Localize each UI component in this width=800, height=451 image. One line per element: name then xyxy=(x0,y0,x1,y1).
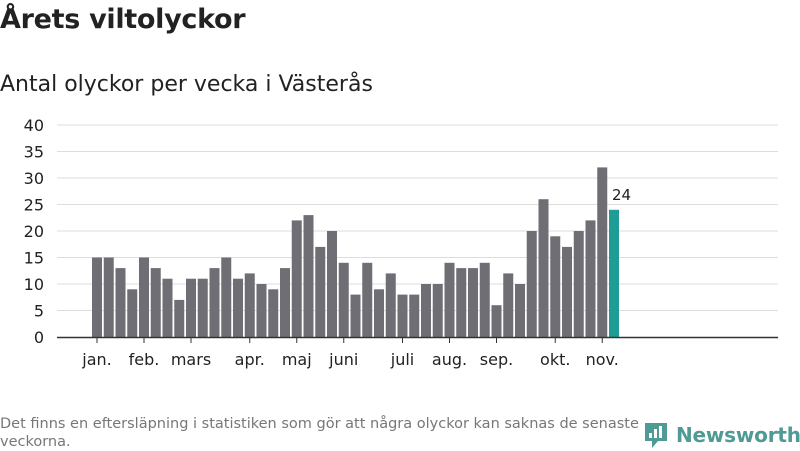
y-tick-label: 15 xyxy=(24,249,44,268)
bar xyxy=(350,294,361,337)
x-tick-label: nov. xyxy=(586,350,619,369)
x-tick-label: jan. xyxy=(81,350,111,369)
bar-value-label: 24 xyxy=(612,186,631,204)
x-tick-label: juli xyxy=(390,350,414,369)
bar xyxy=(327,231,337,337)
bar xyxy=(562,246,572,337)
y-tick-label: 5 xyxy=(34,302,44,321)
y-tick-label: 20 xyxy=(24,222,44,241)
footnote: Det finns en eftersläpning i statistiken… xyxy=(0,416,639,450)
bar xyxy=(515,284,525,337)
x-tick-label: feb. xyxy=(129,350,160,369)
y-tick-label: 25 xyxy=(24,196,44,215)
bar xyxy=(573,231,584,337)
bar xyxy=(303,215,314,337)
bar xyxy=(150,268,161,337)
x-tick-label: mars xyxy=(171,350,211,369)
bar xyxy=(162,278,173,337)
bar xyxy=(550,236,561,337)
bar xyxy=(597,167,608,337)
bar-chart: 0 5 10 15 20 25 30 35 40 24 jan. feb. mars apr. maj jun… xyxy=(24,116,778,369)
brand-name: Newsworthy xyxy=(676,423,800,447)
newsworthy-logo-icon xyxy=(645,423,667,448)
bar xyxy=(432,284,443,337)
bar xyxy=(585,220,596,337)
bar xyxy=(127,289,138,337)
x-tick-label: sep. xyxy=(480,350,513,369)
bar xyxy=(174,299,185,337)
bar xyxy=(397,294,408,337)
x-tick-label: apr. xyxy=(235,350,265,369)
bar xyxy=(315,246,326,337)
bar xyxy=(139,257,149,337)
bar xyxy=(338,262,349,337)
bar xyxy=(468,268,478,337)
bar xyxy=(92,257,102,337)
bar xyxy=(456,268,467,337)
bar xyxy=(221,257,232,337)
bar xyxy=(268,289,279,337)
bar xyxy=(209,268,220,337)
chart-title: Årets viltolyckor xyxy=(0,4,246,35)
y-tick-label: 35 xyxy=(24,143,44,162)
bar xyxy=(374,289,384,337)
x-tick-label: aug. xyxy=(432,350,467,369)
bar xyxy=(444,262,455,337)
bar xyxy=(538,199,549,337)
bar xyxy=(385,273,396,337)
bar-highlight xyxy=(609,209,619,337)
bar xyxy=(503,273,514,337)
y-tick-label: 0 xyxy=(34,328,44,347)
y-tick-label: 40 xyxy=(24,116,44,135)
x-tick-label: maj xyxy=(282,350,312,369)
bar xyxy=(479,262,490,337)
bar xyxy=(409,294,420,337)
chart-subtitle: Antal olyckor per vecka i Västerås xyxy=(0,72,373,97)
bar xyxy=(362,262,373,337)
bar xyxy=(233,278,243,337)
bar xyxy=(421,284,431,337)
bar xyxy=(186,278,196,337)
x-tick-label: juni xyxy=(328,350,358,369)
bar xyxy=(291,220,302,337)
bar xyxy=(197,278,208,337)
y-tick-label: 10 xyxy=(24,275,44,294)
bar xyxy=(280,268,290,337)
x-tick-label: okt. xyxy=(540,350,570,369)
bar xyxy=(491,305,502,337)
bar xyxy=(244,273,255,337)
brand-logo: Newsworthy xyxy=(644,420,800,450)
bar xyxy=(103,257,114,337)
bar xyxy=(256,284,267,337)
bar xyxy=(526,231,537,337)
bar xyxy=(115,268,126,337)
y-tick-label: 30 xyxy=(24,169,44,188)
